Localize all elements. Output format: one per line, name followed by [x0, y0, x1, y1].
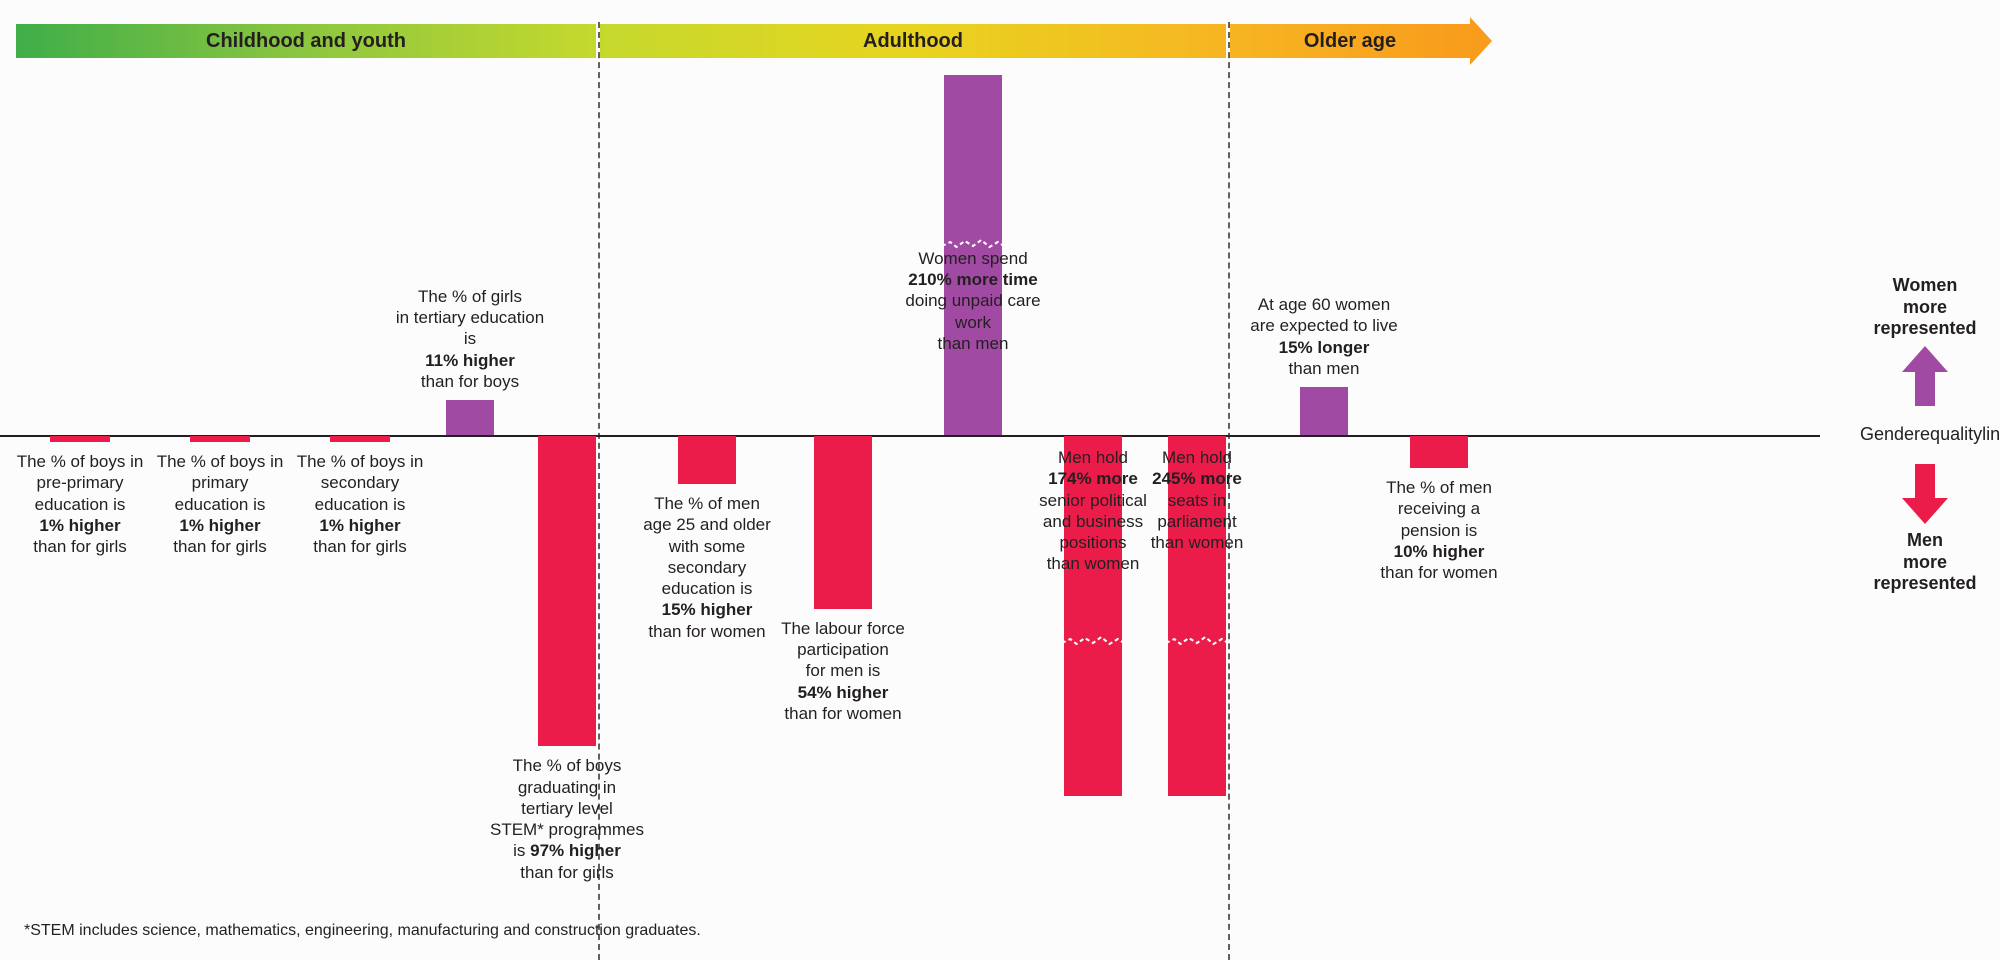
lifestage-header-adulthood: Adulthood — [600, 24, 1226, 58]
legend-women-more: Womenmorerepresented — [1860, 275, 1990, 412]
bar-label-parliament: Men hold245% moreseats inparliamentthan … — [1117, 447, 1277, 553]
lifestage-header-childhood: Childhood and youth — [16, 24, 596, 58]
bar-lifeexp — [1300, 387, 1348, 435]
bar-secondary — [330, 436, 390, 442]
lifestage-header-older: Older age — [1230, 24, 1470, 58]
bar-label-secondary: The % of boys insecondaryeducation is1% … — [280, 451, 440, 557]
legend-equality-line: Genderequalityline — [1860, 424, 1990, 446]
legend-men-more: Menmorerepresented — [1860, 458, 1990, 595]
tear-mark — [1166, 634, 1228, 648]
bar-label-stem: The % of boysgraduating intertiary level… — [487, 755, 647, 883]
bar-label-tertiary-girls: The % of girlsin tertiary education is11… — [390, 286, 550, 392]
bar-secondary25 — [678, 436, 736, 484]
bar-labourforce — [814, 436, 872, 609]
bar-pension — [1410, 436, 1468, 468]
bar-label-carework: Women spend210% more timedoing unpaid ca… — [893, 248, 1053, 354]
bar-label-primary: The % of boys inprimaryeducation is1% hi… — [140, 451, 300, 557]
footnote-stem: *STEM includes science, mathematics, eng… — [24, 922, 701, 940]
gender-equality-line — [0, 435, 1820, 437]
bar-label-pension: The % of menreceiving apension is10% hig… — [1359, 477, 1519, 583]
bar-stem — [538, 436, 596, 746]
bar-preprimary — [50, 436, 110, 442]
bar-tertiary-girls — [446, 400, 494, 435]
bar-primary — [190, 436, 250, 442]
bar-label-lifeexp: At age 60 womenare expected to live15% l… — [1244, 294, 1404, 379]
tear-mark — [1062, 634, 1124, 648]
bar-label-labourforce: The labour forceparticipationfor men is5… — [763, 618, 923, 724]
gender-infographic: Childhood and youthAdulthoodOlder age The… — [0, 0, 2000, 960]
bar-label-preprimary: The % of boys inpre-primaryeducation is1… — [0, 451, 160, 557]
